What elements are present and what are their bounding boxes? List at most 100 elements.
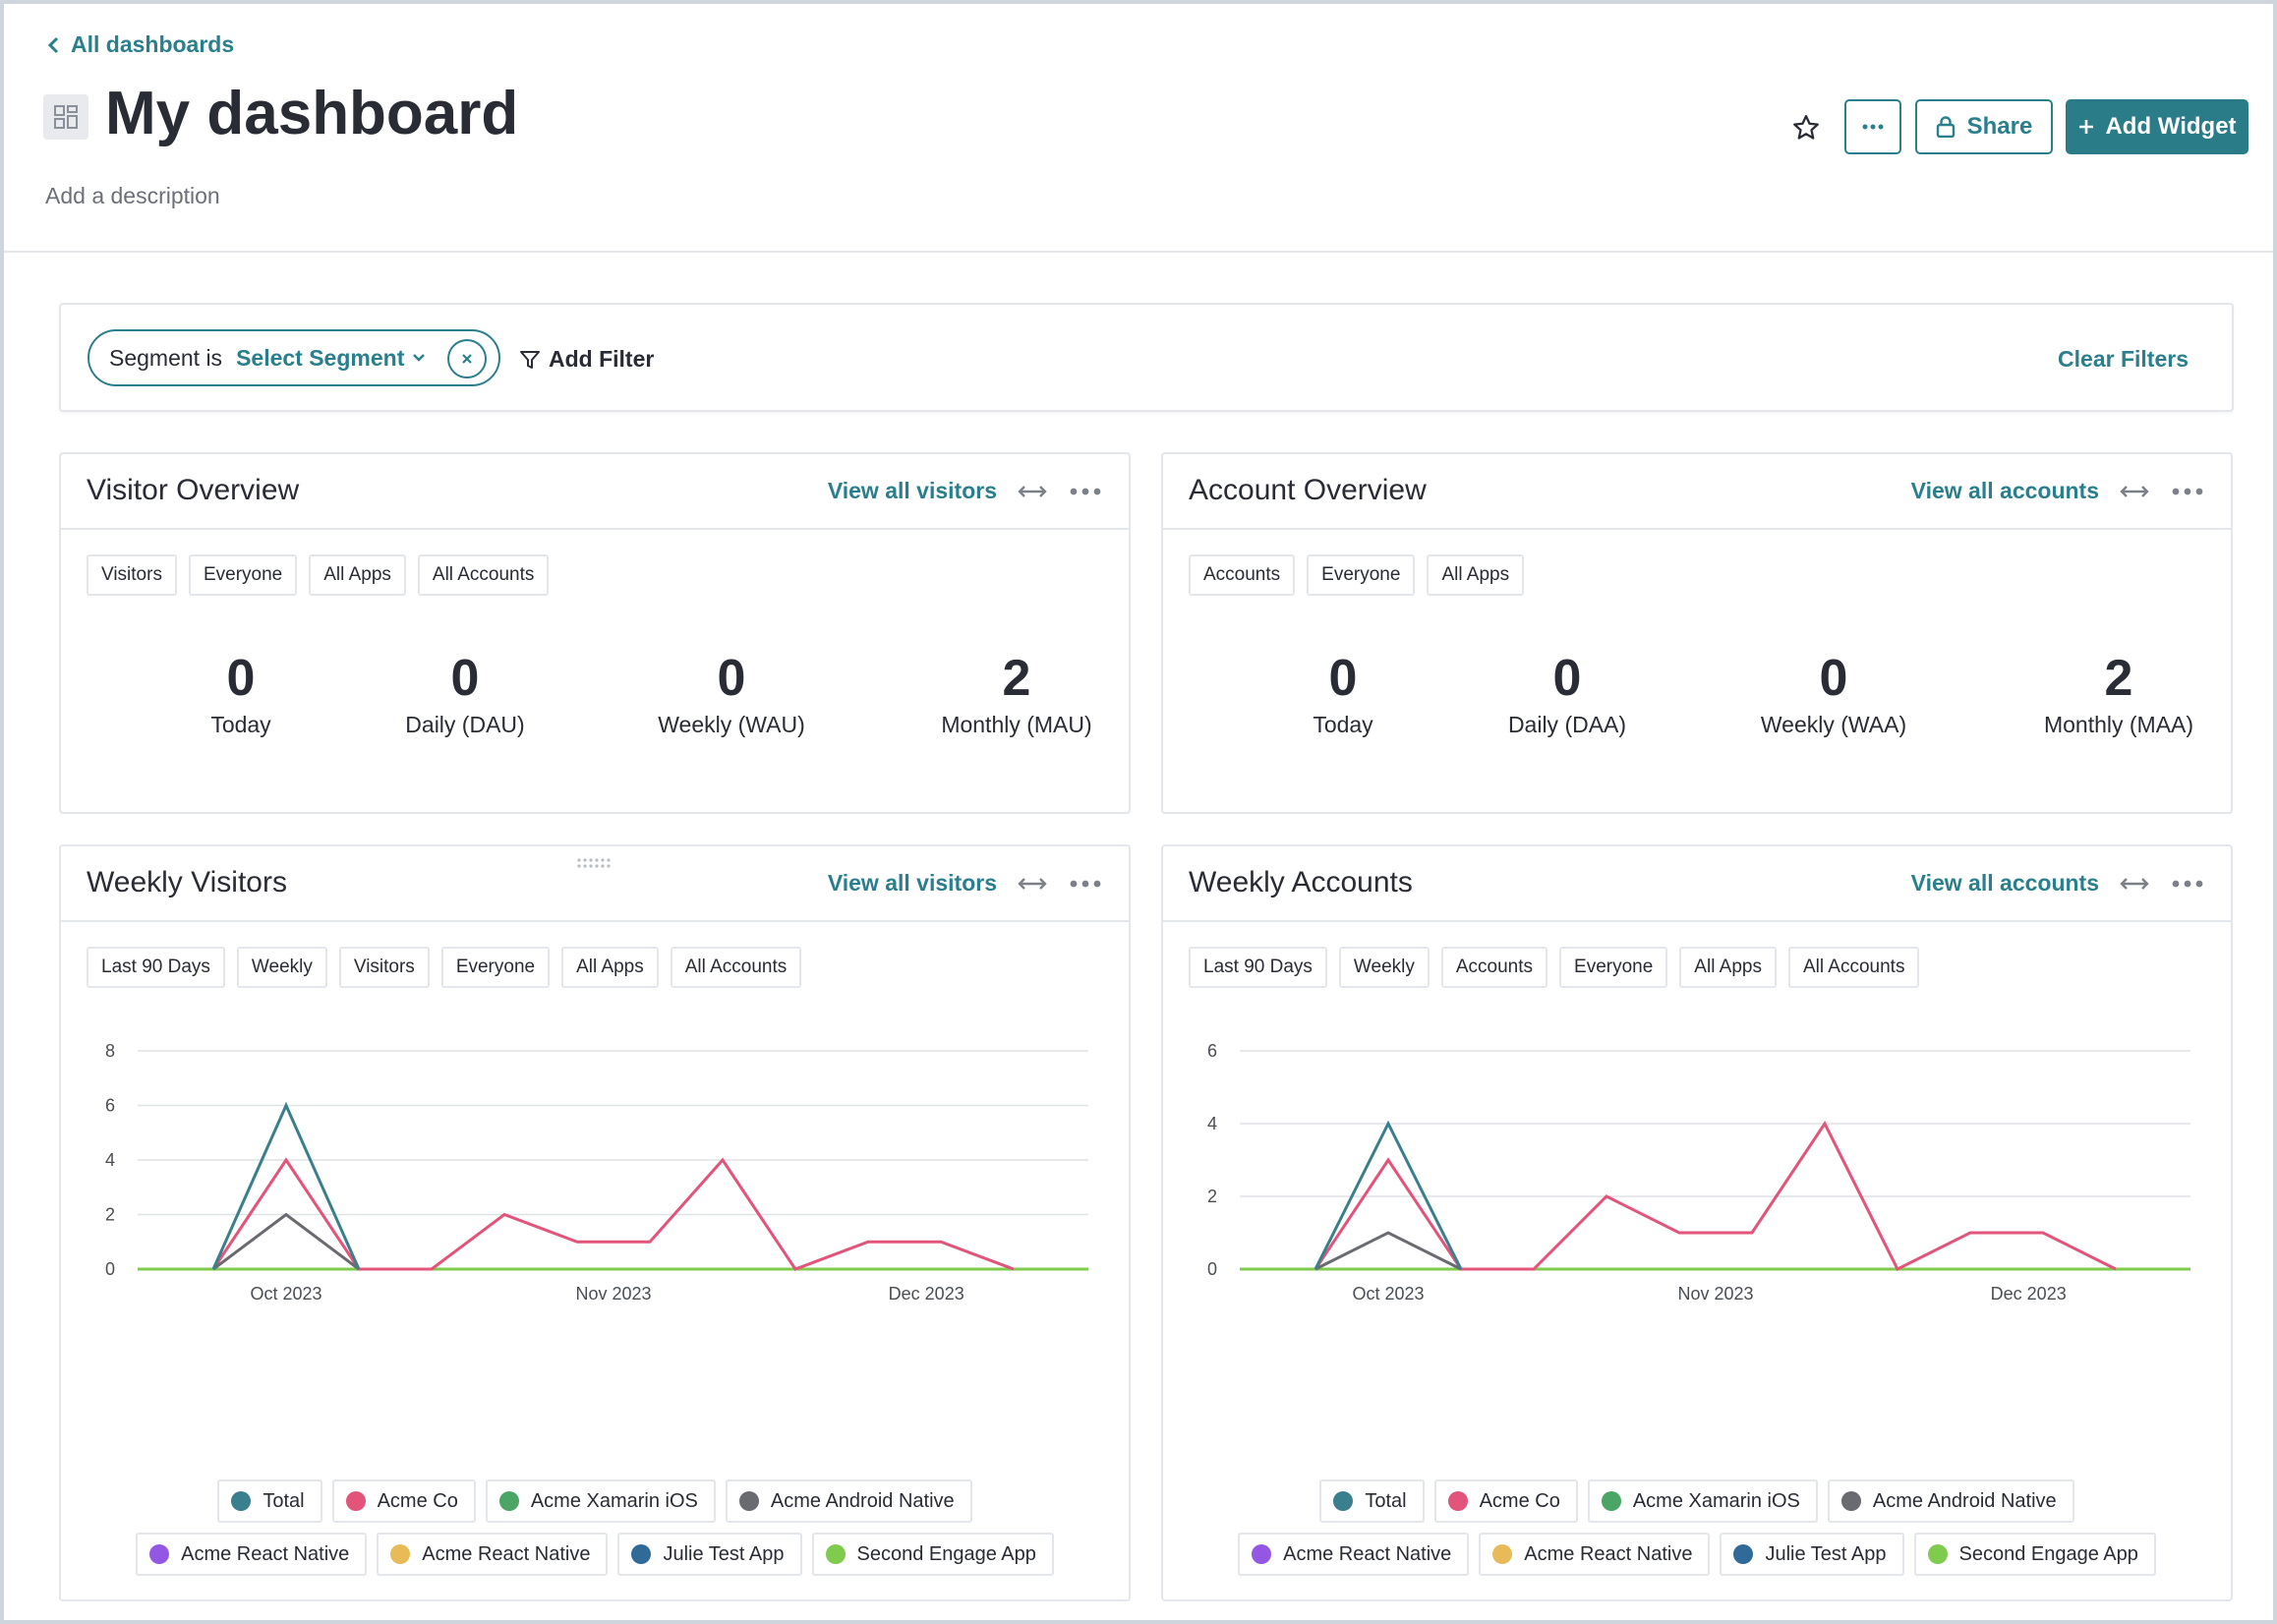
- legend-item[interactable]: Acme Android Native: [725, 1479, 972, 1523]
- legend-item[interactable]: Total: [217, 1479, 322, 1523]
- legend-swatch: [631, 1544, 652, 1564]
- series-line-acme-android-native[interactable]: [212, 1212, 360, 1271]
- share-button[interactable]: Share: [1915, 99, 2053, 154]
- chip[interactable]: Everyone: [440, 947, 551, 988]
- card-chips: Visitors Everyone All Apps All Accounts: [87, 554, 550, 596]
- metric-label: Daily (DAU): [405, 712, 525, 737]
- chip[interactable]: Last 90 Days: [87, 947, 225, 988]
- legend-label: Acme React Native: [181, 1542, 350, 1565]
- chip[interactable]: Accounts: [1440, 947, 1548, 988]
- legend-label: Acme Xamarin iOS: [530, 1489, 698, 1512]
- metric-value: 0: [1328, 650, 1358, 707]
- resize-horizontal-icon[interactable]: [2119, 478, 2150, 505]
- chip[interactable]: Accounts: [1189, 554, 1296, 596]
- drag-handle-icon[interactable]: [576, 856, 613, 874]
- description-field[interactable]: Add a description: [45, 183, 220, 208]
- series-line-total[interactable]: [1314, 1120, 1463, 1270]
- series-line-total[interactable]: [211, 1101, 361, 1270]
- resize-horizontal-icon[interactable]: [1017, 870, 1048, 898]
- segment-filter-pill[interactable]: Segment is Select Segment: [88, 329, 500, 386]
- y-tick-label: 2: [1207, 1187, 1217, 1206]
- view-all-accounts-link[interactable]: View all accounts: [1910, 478, 2099, 503]
- view-all-visitors-link[interactable]: View all visitors: [827, 870, 997, 896]
- resize-horizontal-icon[interactable]: [2119, 870, 2150, 898]
- card-menu-ellipsis-icon[interactable]: [2170, 478, 2205, 505]
- back-to-dashboards-link[interactable]: All dashboards: [47, 31, 234, 58]
- legend-item[interactable]: Acme React Native: [1479, 1533, 1711, 1576]
- more-options-button[interactable]: [1844, 99, 1901, 154]
- legend-label: Acme Android Native: [770, 1489, 955, 1512]
- series-line-acme-co[interactable]: [1314, 1121, 2117, 1272]
- segment-select[interactable]: Select Segment: [236, 344, 405, 371]
- card-menu-ellipsis-icon[interactable]: [1068, 870, 1103, 898]
- card-header: Weekly Accounts View all accounts: [1163, 846, 2231, 922]
- chip[interactable]: All Apps: [1427, 554, 1525, 596]
- legend-item[interactable]: Acme React Native: [136, 1533, 368, 1576]
- add-widget-button[interactable]: Add Widget: [2066, 99, 2248, 154]
- metric-daily: 0 Daily (DAA): [1449, 647, 1685, 738]
- weekly-accounts-card: Weekly Accounts View all accounts Last 9…: [1161, 844, 2233, 1601]
- legend-swatch: [1601, 1491, 1621, 1511]
- metric-label: Weekly (WAU): [658, 712, 805, 737]
- legend-swatch: [390, 1544, 411, 1564]
- chip[interactable]: Visitors: [338, 947, 430, 988]
- legend-item[interactable]: Acme Xamarin iOS: [1587, 1479, 1818, 1523]
- legend-item[interactable]: Acme Android Native: [1827, 1479, 2074, 1523]
- legend-item[interactable]: Acme Co: [1433, 1479, 1578, 1523]
- series-line-acme-co[interactable]: [211, 1157, 1015, 1271]
- legend-item[interactable]: Julie Test App: [617, 1533, 802, 1576]
- chip[interactable]: All Apps: [309, 554, 406, 596]
- y-tick-label: 8: [105, 1041, 115, 1061]
- legend-item[interactable]: Acme React Native: [1238, 1533, 1470, 1576]
- card-title: Visitor Overview: [87, 474, 300, 506]
- y-tick-label: 4: [1207, 1114, 1217, 1133]
- card-title: Account Overview: [1189, 474, 1427, 506]
- chip[interactable]: Last 90 Days: [1189, 947, 1327, 988]
- page-title[interactable]: My dashboard: [105, 80, 519, 147]
- legend-item[interactable]: Julie Test App: [1720, 1533, 1904, 1576]
- remove-filter-button[interactable]: [447, 339, 487, 378]
- card-menu-ellipsis-icon[interactable]: [1068, 478, 1103, 505]
- card-title: Weekly Accounts: [1189, 866, 1413, 899]
- chip[interactable]: All Apps: [1679, 947, 1777, 988]
- chip[interactable]: All Accounts: [417, 554, 550, 596]
- metric-label: Today: [210, 712, 271, 737]
- card-menu-ellipsis-icon[interactable]: [2170, 870, 2205, 898]
- chip[interactable]: Everyone: [1307, 554, 1416, 596]
- legend-item[interactable]: Second Engage App: [811, 1533, 1054, 1576]
- card-header: Visitor Overview View all visitors: [61, 454, 1129, 530]
- legend-item[interactable]: Acme Xamarin iOS: [485, 1479, 716, 1523]
- legend-item[interactable]: Acme Co: [331, 1479, 476, 1523]
- chip[interactable]: All Accounts: [670, 947, 802, 988]
- legend-label: Acme React Native: [1524, 1542, 1693, 1565]
- clear-filters-button[interactable]: Clear Filters: [2058, 346, 2189, 372]
- star-icon[interactable]: [1788, 110, 1824, 145]
- legend-item[interactable]: Total: [1319, 1479, 1425, 1523]
- add-widget-label: Add Widget: [2105, 113, 2237, 140]
- chip[interactable]: Weekly: [1338, 947, 1430, 988]
- chip[interactable]: Everyone: [1559, 947, 1668, 988]
- chevron-left-icon: [47, 36, 59, 53]
- add-filter-label: Add Filter: [549, 346, 655, 372]
- legend-item[interactable]: Acme React Native: [377, 1533, 609, 1576]
- visitor-overview-card: Visitor Overview View all visitors Visit…: [59, 452, 1131, 814]
- legend-label: Julie Test App: [663, 1542, 785, 1565]
- add-filter-button[interactable]: Add Filter: [519, 346, 654, 373]
- legend-item[interactable]: Second Engage App: [1913, 1533, 2156, 1576]
- view-all-visitors-link[interactable]: View all visitors: [827, 478, 997, 503]
- chip[interactable]: Everyone: [188, 554, 298, 596]
- chip[interactable]: Weekly: [236, 947, 327, 988]
- resize-horizontal-icon[interactable]: [1017, 478, 1048, 505]
- chip[interactable]: All Accounts: [1787, 947, 1920, 988]
- legend-label: Julie Test App: [1765, 1542, 1887, 1565]
- metric-value: 0: [450, 650, 480, 707]
- view-all-accounts-link[interactable]: View all accounts: [1910, 870, 2099, 896]
- series-line-acme-android-native[interactable]: [1314, 1231, 1462, 1271]
- legend-label: Acme React Native: [422, 1542, 591, 1565]
- metric-today: 0 Today: [1225, 647, 1461, 738]
- chip[interactable]: All Apps: [561, 947, 659, 988]
- chip[interactable]: Visitors: [87, 554, 177, 596]
- legend-label: Acme Xamarin iOS: [1632, 1489, 1800, 1512]
- funnel-icon: [520, 350, 540, 369]
- close-icon: [462, 354, 472, 364]
